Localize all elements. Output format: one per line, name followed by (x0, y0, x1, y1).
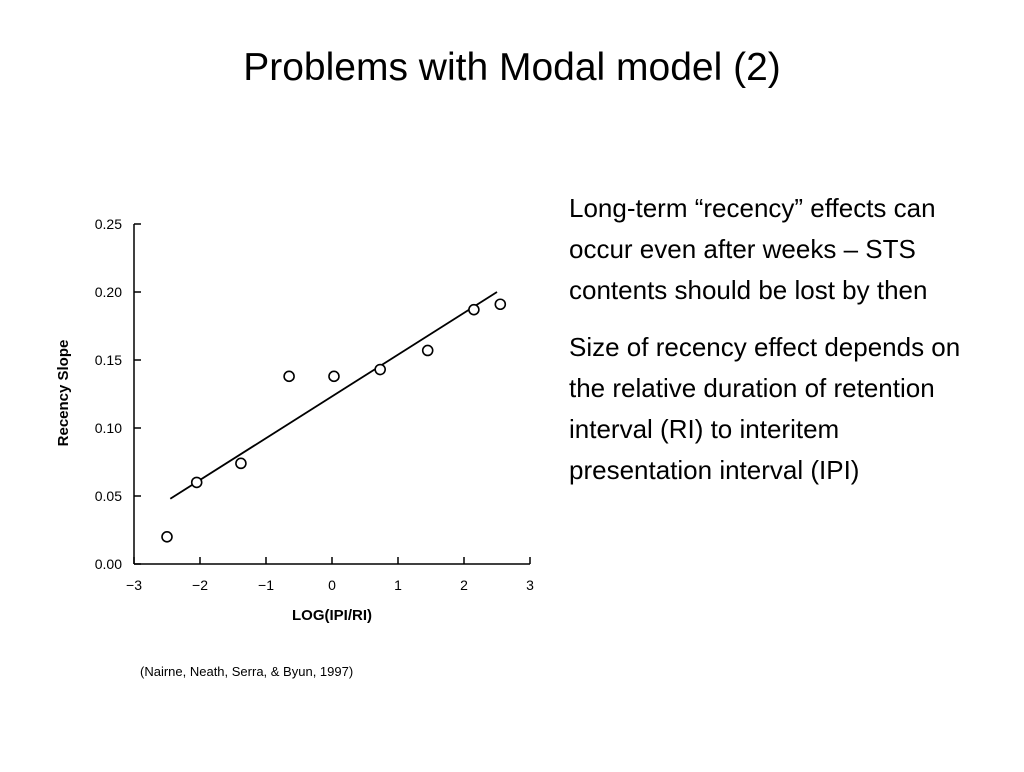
x-tick-label: 1 (394, 577, 402, 593)
data-point (468, 303, 480, 316)
y-tick-label: 0.00 (95, 556, 122, 572)
data-point (374, 363, 386, 376)
x-tick-label: 2 (460, 577, 468, 593)
slide-title: Problems with Modal model (2) (243, 46, 781, 89)
data-point (190, 476, 203, 489)
y-tick-label: 0.25 (95, 216, 122, 232)
bullet-item: Size of recency effect depends on the re… (569, 332, 961, 485)
y-axis-label: Recency Slope (55, 340, 72, 447)
regression-line (169, 291, 498, 500)
data-point (235, 457, 247, 470)
data-point (328, 370, 340, 383)
x-tick-label: 3 (526, 577, 534, 593)
x-tick-label: −3 (126, 577, 142, 593)
x-tick-label: −1 (258, 577, 274, 593)
data-point (283, 370, 295, 383)
x-tick-label: 0 (328, 577, 336, 593)
citation: (Nairne, Neath, Serra, & Byun, 1997) (140, 664, 354, 679)
y-tick-label: 0.15 (95, 352, 122, 368)
y-tick-label: 0.10 (95, 420, 122, 436)
data-point (161, 530, 173, 543)
data-point (494, 298, 507, 311)
y-tick-label: 0.05 (95, 488, 122, 504)
bullet-list: Long-term “recency” effects can occur ev… (569, 188, 989, 507)
x-tick-label: −2 (192, 577, 208, 593)
bullet-item: Long-term “recency” effects can occur ev… (569, 193, 936, 305)
x-axis-label: LOG(IPI/RI) (292, 607, 372, 624)
y-tick-label: 0.20 (95, 284, 122, 300)
data-point (421, 344, 434, 357)
